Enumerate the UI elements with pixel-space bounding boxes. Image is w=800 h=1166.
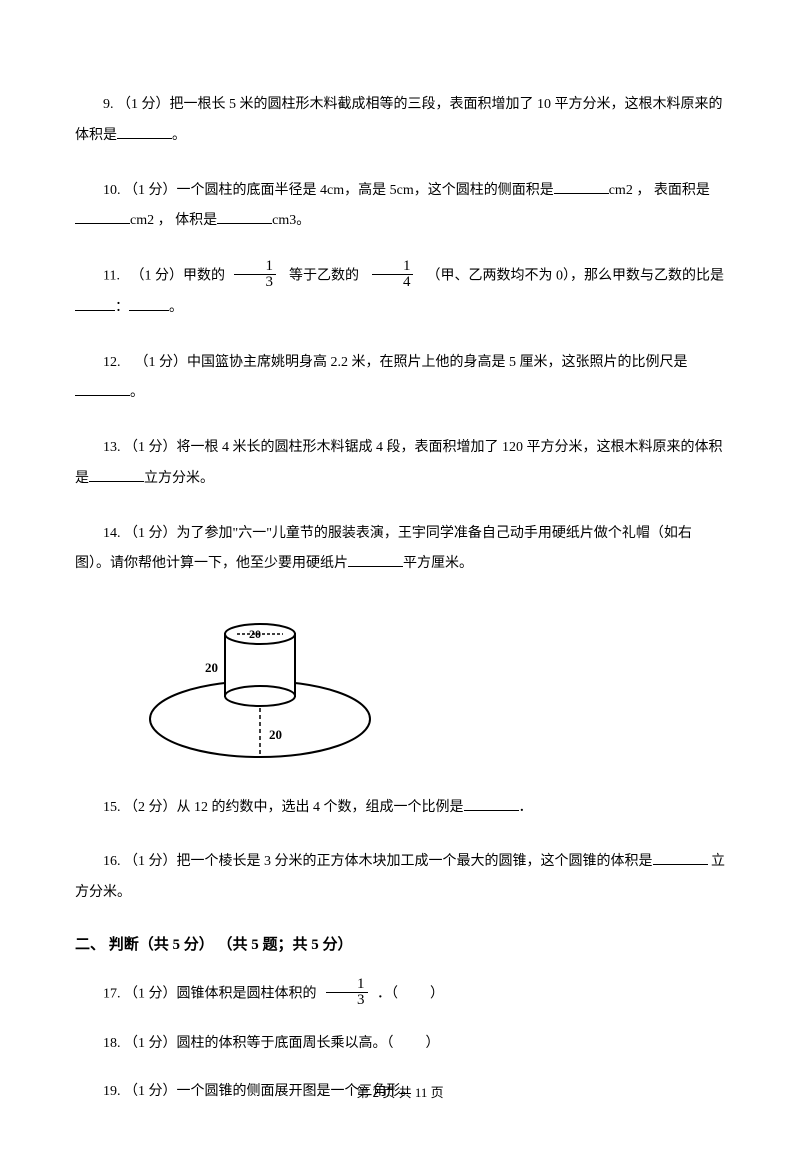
q-num: 17. bbox=[103, 987, 121, 1002]
q-num: 9. bbox=[103, 97, 114, 112]
q-text: 圆锥体积是圆柱体积的 bbox=[177, 987, 317, 1002]
denominator: 4 bbox=[372, 274, 414, 290]
q-text: 中国篮协主席姚明身高 2.2 米，在照片上他的身高是 5 厘米，这张照片的比例尺… bbox=[187, 355, 688, 370]
q-num: 14. bbox=[103, 526, 121, 541]
hat-svg: 20 20 20 bbox=[135, 604, 395, 764]
q-points: （1 分） bbox=[124, 440, 177, 455]
q-text: 把一个棱长是 3 分米的正方体木块加工成一个最大的圆锥，这个圆锥的体积是 bbox=[177, 854, 653, 869]
numerator: 1 bbox=[234, 259, 276, 274]
q-text: 等于乙数的 bbox=[289, 269, 359, 284]
q-num: 15. bbox=[103, 800, 121, 815]
q-text: （甲、乙两数均不为 0），那么甲数与乙数的比是 bbox=[426, 269, 724, 284]
q-text: cm2 ， 体积是 bbox=[130, 213, 217, 228]
question-14: 14. （1 分）为了参加"六一"儿童节的服装表演，王宇同学准备自己动手用硬纸片… bbox=[75, 519, 725, 581]
fill-blank[interactable] bbox=[75, 297, 115, 311]
question-18: 18. （1 分）圆柱的体积等于底面周长乘以高。（ ） bbox=[75, 1029, 725, 1060]
q-text: cm2 ， 表面积是 bbox=[609, 183, 710, 198]
numerator: 1 bbox=[326, 977, 368, 992]
q-points: （1 分） bbox=[124, 183, 177, 198]
question-13: 13. （1 分）将一根 4 米长的圆柱形木料锯成 4 段，表面积增加了 120… bbox=[75, 433, 725, 495]
q-text: ） bbox=[426, 1036, 440, 1051]
numerator: 1 bbox=[372, 259, 414, 274]
fill-blank[interactable] bbox=[464, 797, 519, 811]
cylinder-bottom bbox=[225, 686, 295, 706]
denominator: 3 bbox=[326, 992, 368, 1008]
fraction-1-4: 14 bbox=[372, 259, 414, 290]
sep: ： bbox=[115, 300, 129, 315]
q-text: 。 bbox=[172, 128, 186, 143]
q-text: 圆柱的体积等于底面周长乘以高。（ bbox=[177, 1036, 394, 1051]
q-num: 13. bbox=[103, 440, 121, 455]
q-points: （1 分） bbox=[124, 854, 177, 869]
page-footer: 第 2 页 共 11 页 bbox=[0, 1083, 800, 1104]
q-text: ） bbox=[430, 987, 444, 1002]
q-points: （1 分） bbox=[130, 269, 183, 284]
fill-blank[interactable] bbox=[75, 210, 130, 224]
q-text: 。 bbox=[169, 300, 183, 315]
q-points: （2 分） bbox=[124, 800, 177, 815]
q-text: 。 bbox=[130, 385, 144, 400]
q-text: 立方分米。 bbox=[144, 471, 214, 486]
fill-blank[interactable] bbox=[653, 851, 708, 865]
fill-blank[interactable] bbox=[89, 468, 144, 482]
fill-blank[interactable] bbox=[554, 180, 609, 194]
q-num: 11. bbox=[103, 269, 120, 284]
q-text: 从 12 的约数中，选出 4 个数，组成一个比例是 bbox=[177, 800, 464, 815]
height-label: 20 bbox=[205, 660, 218, 675]
q-num: 10. bbox=[103, 183, 121, 198]
q-text: 平方厘米。 bbox=[403, 556, 473, 571]
q-points: （1 分） bbox=[124, 1036, 177, 1051]
denominator: 3 bbox=[234, 274, 276, 290]
q-text: 一个圆柱的底面半径是 4cm，高是 5cm，这个圆柱的侧面积是 bbox=[177, 183, 554, 198]
question-17: 17. （1 分）圆锥体积是圆柱体积的 13 ．（ ） bbox=[75, 979, 725, 1011]
question-16: 16. （1 分）把一个棱长是 3 分米的正方体木块加工成一个最大的圆锥，这个圆… bbox=[75, 847, 725, 909]
q-points: （1 分） bbox=[124, 526, 177, 541]
hat-figure: 20 20 20 bbox=[135, 604, 725, 772]
fill-blank[interactable] bbox=[348, 553, 403, 567]
q-num: 18. bbox=[103, 1036, 121, 1051]
section-2-heading: 二、 判断（共 5 分） （共 5 题；共 5 分） bbox=[75, 933, 725, 957]
q-text: ．（ bbox=[377, 987, 398, 1002]
q-points: （1 分） bbox=[124, 987, 177, 1002]
q-points: （1 分） bbox=[135, 355, 188, 370]
q-text: 甲数的 bbox=[183, 269, 225, 284]
question-10: 10. （1 分）一个圆柱的底面半径是 4cm，高是 5cm，这个圆柱的侧面积是… bbox=[75, 176, 725, 238]
question-9: 9. （1 分）把一根长 5 米的圆柱形木料截成相等的三段，表面积增加了 10 … bbox=[75, 90, 725, 152]
fraction-1-3: 13 bbox=[234, 259, 276, 290]
q-text: ． bbox=[519, 800, 533, 815]
q-points: （1 分） bbox=[117, 97, 170, 112]
q-num: 16. bbox=[103, 854, 121, 869]
fraction-1-3: 13 bbox=[326, 977, 368, 1008]
fill-blank[interactable] bbox=[129, 297, 169, 311]
page-content: 9. （1 分）把一根长 5 米的圆柱形木料截成相等的三段，表面积增加了 10 … bbox=[0, 0, 800, 1166]
fill-blank[interactable] bbox=[75, 382, 130, 396]
question-11: 11. （1 分）甲数的 13 等于乙数的 14 （甲、乙两数均不为 0），那么… bbox=[75, 261, 725, 323]
brim-label: 20 bbox=[269, 727, 282, 742]
q-num: 12. bbox=[103, 355, 121, 370]
top-label: 20 bbox=[249, 627, 261, 641]
question-15: 15. （2 分）从 12 的约数中，选出 4 个数，组成一个比例是 ． bbox=[75, 793, 725, 824]
q-text: cm3。 bbox=[272, 213, 310, 228]
question-12: 12. （1 分）中国篮协主席姚明身高 2.2 米，在照片上他的身高是 5 厘米… bbox=[75, 348, 725, 410]
fill-blank[interactable] bbox=[217, 210, 272, 224]
fill-blank[interactable] bbox=[117, 125, 172, 139]
